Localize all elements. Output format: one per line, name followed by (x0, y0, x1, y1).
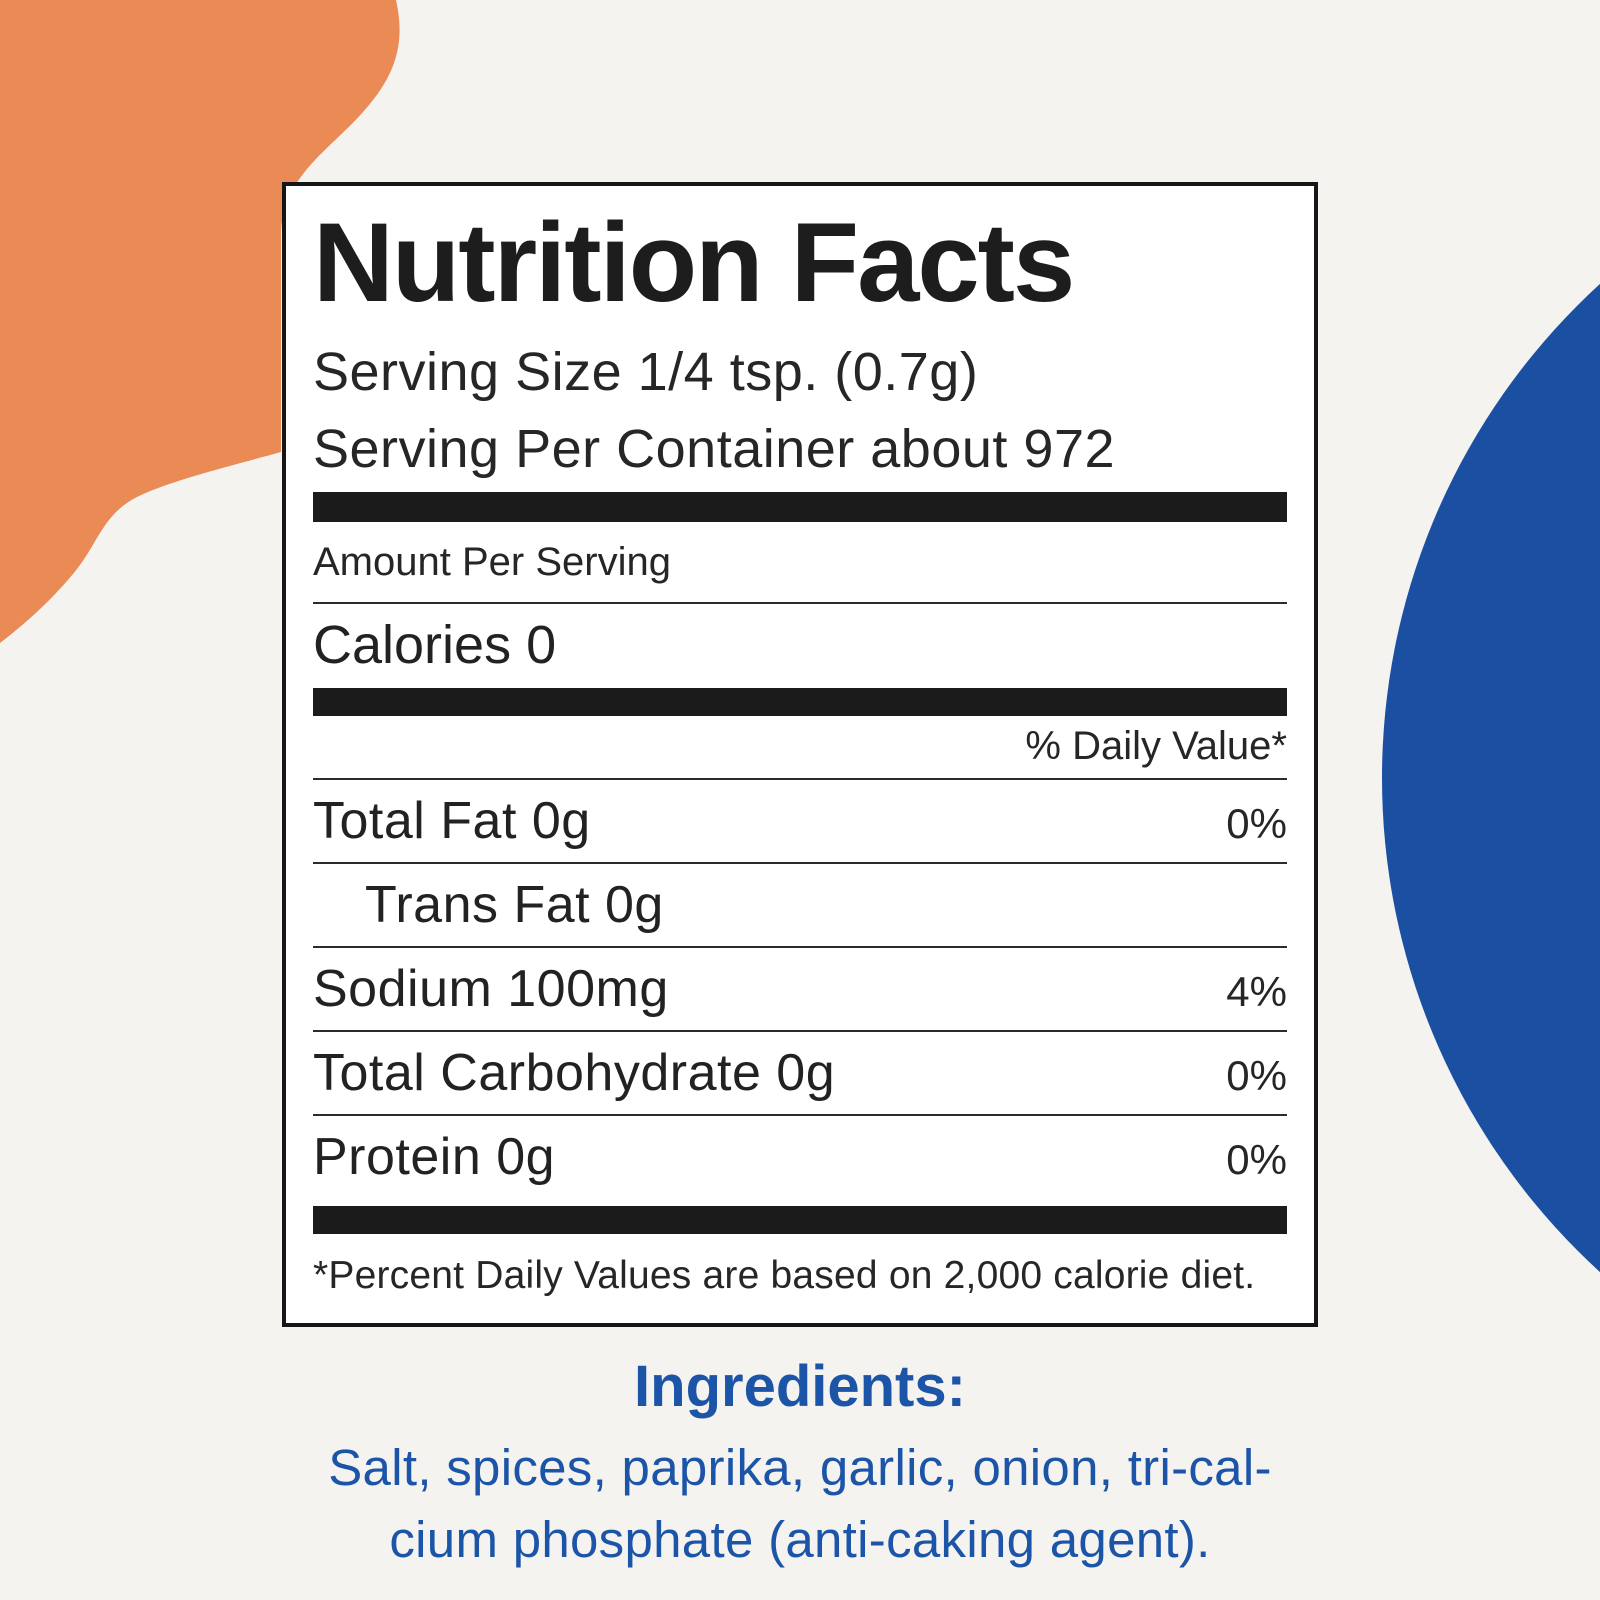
ingredients-line: Salt, spices, paprika, garlic, onion, tr… (328, 1438, 1272, 1496)
serving-size-line: Serving Size 1/4 tsp. (0.7g) (313, 342, 979, 403)
amount-per-serving-label: Amount Per Serving (313, 539, 671, 584)
nutrient-row-sodium: Sodium 100mg 4% (313, 948, 1287, 1030)
nutrient-percent: 0% (1226, 799, 1287, 847)
divider-line (313, 1113, 1287, 1116)
nutrient-name: Protein 0g (313, 1127, 556, 1186)
nutrient-name: Trans Fat 0g (365, 875, 664, 934)
nutrition-facts-panel: Nutrition Facts Serving Size 1/4 tsp. (0… (282, 182, 1318, 1327)
nutrient-percent: 4% (1226, 967, 1287, 1015)
divider-line (313, 777, 1287, 780)
serving-info: Serving Size 1/4 tsp. (0.7g) Serving Per… (313, 334, 1287, 487)
daily-value-header: % Daily Value* (1025, 723, 1287, 768)
blue-circle-shape (1382, 109, 1600, 1447)
ingredients-heading: Ingredients: (634, 1354, 966, 1419)
daily-value-footnote: *Percent Daily Values are based on 2,000… (313, 1253, 1256, 1297)
nutrient-name: Total Carbohydrate 0g (313, 1043, 836, 1102)
ingredients-text: Salt, spices, paprika, garlic, onion, tr… (0, 1432, 1600, 1577)
nutrient-row-total-fat: Total Fat 0g 0% (313, 780, 1287, 862)
ingredients-line: cium phosphate (anti-caking agent). (389, 1511, 1211, 1568)
divider-line (313, 601, 1287, 604)
separator-bar-bottom (313, 1205, 1287, 1234)
separator-bar-top (313, 491, 1287, 522)
divider-line (313, 861, 1287, 864)
divider-line (313, 1029, 1287, 1032)
nutrient-row-trans-fat: Trans Fat 0g (313, 864, 1287, 946)
servings-per-container-line: Serving Per Container about 972 (313, 419, 1116, 480)
nutrient-row-total-carbohydrate: Total Carbohydrate 0g 0% (313, 1032, 1287, 1114)
divider-line (313, 945, 1287, 948)
nutrient-name: Total Fat 0g (313, 791, 591, 850)
calories-line: Calories 0 (313, 614, 557, 675)
nutrient-row-protein: Protein 0g 0% (313, 1116, 1287, 1198)
nutrient-percent: 0% (1226, 1135, 1287, 1183)
separator-bar-mid (313, 687, 1287, 716)
nutrient-name: Sodium 100mg (313, 959, 669, 1018)
orange-blob-shape (0, 0, 400, 643)
nutrition-title: Nutrition Facts (313, 200, 1075, 325)
nutrient-percent: 0% (1226, 1051, 1287, 1099)
ingredients-section: Ingredients: Salt, spices, paprika, garl… (0, 1352, 1600, 1576)
